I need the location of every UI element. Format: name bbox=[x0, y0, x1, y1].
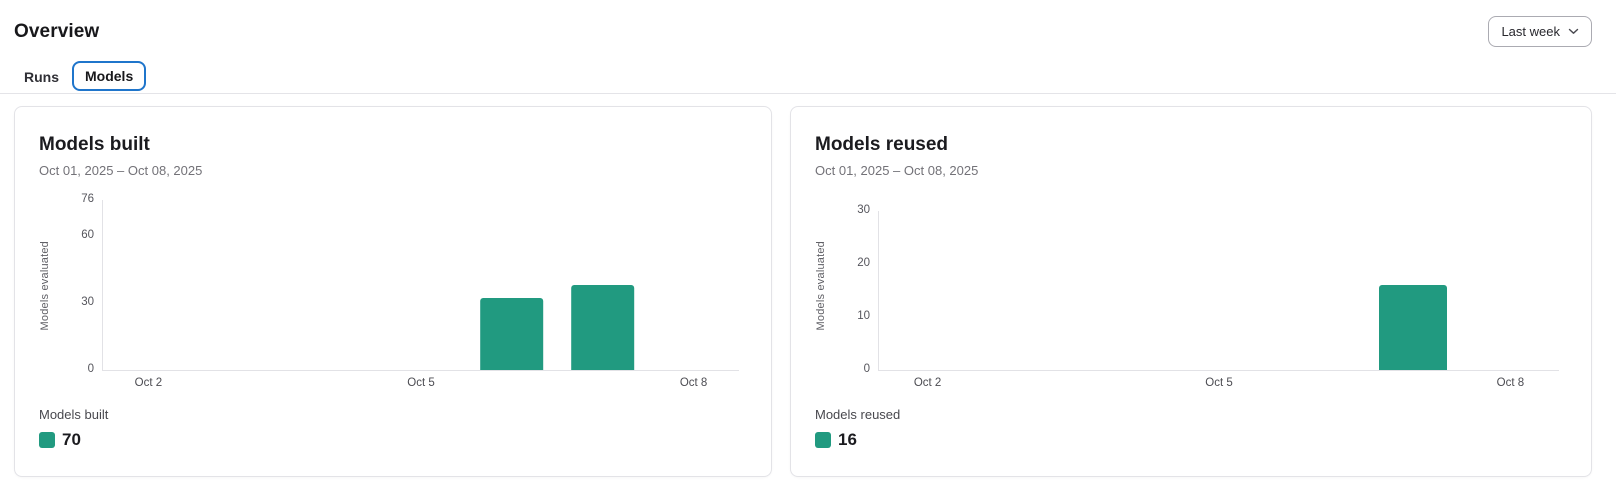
plot-area: 0 10 20 30 Oct 2 Oct 5 Oct 8 bbox=[857, 205, 1559, 388]
y-tick-label: 30 bbox=[857, 204, 870, 217]
x-tick-label: Oct 2 bbox=[134, 376, 163, 389]
tab-models[interactable]: Models bbox=[72, 61, 147, 91]
models-reused-chart: Models evaluated 0 10 20 30 Oct 2 Oct 5 Oct 8 bbox=[815, 200, 1567, 393]
x-tick-label: Oct 5 bbox=[1205, 376, 1233, 389]
y-tick-label: 76 bbox=[81, 193, 94, 206]
y-tick-label: 30 bbox=[81, 295, 94, 308]
legend-value-row: 16 bbox=[815, 430, 1567, 450]
bar-oct-6[interactable] bbox=[480, 298, 544, 370]
legend-total: 70 bbox=[62, 429, 81, 449]
cards-row: Models built Oct 01, 2025 – Oct 08, 2025… bbox=[14, 106, 1592, 477]
page-header: Overview Last week bbox=[0, 0, 1616, 47]
legend-swatch bbox=[815, 431, 831, 448]
tab-bar: Runs Models bbox=[0, 60, 1616, 94]
card-title: Models built bbox=[39, 134, 150, 155]
chart-legend: Models reused 16 bbox=[815, 407, 1567, 450]
y-axis-label-wrap: Models evaluated bbox=[39, 200, 51, 371]
y-axis-label-wrap: Models evaluated bbox=[815, 200, 827, 371]
y-tick-label: 60 bbox=[81, 228, 94, 241]
time-range-value: Last week bbox=[1501, 24, 1560, 39]
plot-area: 0 30 60 76 Oct 2 Oct 5 Oct 8 bbox=[81, 194, 739, 388]
page-title: Overview bbox=[14, 20, 100, 42]
y-tick-label: 0 bbox=[863, 363, 870, 376]
x-tick-label: Oct 8 bbox=[1496, 376, 1525, 389]
x-tick-label: Oct 8 bbox=[679, 376, 708, 389]
models-reused-card: Models reused Oct 01, 2025 – Oct 08, 202… bbox=[790, 106, 1592, 477]
card-title: Models reused bbox=[815, 134, 949, 155]
y-axis-label: Models evaluated bbox=[39, 240, 51, 331]
y-tick-label: 20 bbox=[857, 257, 870, 270]
x-tick-label: Oct 5 bbox=[407, 376, 435, 389]
tab-runs[interactable]: Runs bbox=[14, 62, 69, 92]
legend-swatch bbox=[39, 431, 55, 448]
models-built-chart: Models evaluated 0 30 60 76 Oct 2 Oct 5 Oct 8 bbox=[39, 194, 747, 393]
date-range: Oct 01, 2025 – Oct 08, 2025 bbox=[39, 162, 203, 178]
models-built-card: Models built Oct 01, 2025 – Oct 08, 2025… bbox=[14, 106, 772, 477]
bar-oct-7[interactable] bbox=[1379, 285, 1448, 370]
legend-label: Models reused bbox=[815, 406, 901, 422]
bar-oct-7[interactable] bbox=[570, 284, 635, 370]
chevron-down-icon bbox=[1568, 28, 1579, 35]
x-tick-label: Oct 2 bbox=[913, 376, 942, 389]
legend-label: Models built bbox=[39, 406, 109, 422]
legend-value-row: 70 bbox=[39, 430, 747, 450]
time-range-dropdown[interactable]: Last week bbox=[1488, 16, 1592, 47]
legend-total: 16 bbox=[838, 429, 857, 449]
chart-legend: Models built 70 bbox=[39, 407, 747, 450]
y-tick-label: 10 bbox=[857, 310, 870, 323]
date-range: Oct 01, 2025 – Oct 08, 2025 bbox=[815, 162, 979, 178]
y-tick-label: 0 bbox=[87, 363, 94, 376]
y-axis-label: Models evaluated bbox=[815, 240, 827, 331]
